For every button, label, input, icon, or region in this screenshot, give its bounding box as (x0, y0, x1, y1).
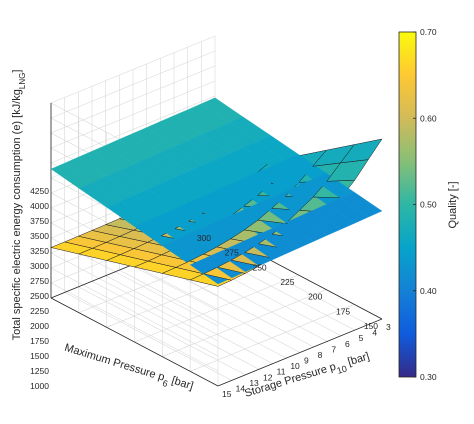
axis-line (50, 297, 219, 387)
y-tick-label: 5 (359, 333, 364, 343)
y-tick-label: 12 (263, 372, 273, 382)
z-tick-label: 3000 (30, 261, 49, 271)
y-tick-label: 13 (249, 378, 259, 388)
y-tick-label: 10 (290, 361, 300, 371)
axis-ticks: 1000125015001750200022502500275030003250… (30, 186, 391, 399)
z-tick-label: 1000 (30, 381, 49, 391)
z-tick-label: 4250 (30, 186, 49, 196)
y-tick-label: 7 (331, 344, 336, 354)
colorbar-tick-label: 0.30 (420, 372, 437, 382)
z-tick-label: 3250 (30, 246, 49, 256)
z-tick-label: 1250 (30, 366, 49, 376)
y-tick-label: 14 (236, 383, 246, 393)
colorbar-ticks: 0.30 0.40 0.50 0.60 0.70 (413, 27, 437, 382)
grid-line (132, 264, 301, 353)
z-axis-label: Total specific electric energy consumpti… (11, 70, 27, 341)
grid-line (64, 292, 232, 381)
surface-plot (50, 97, 383, 287)
z-tick-label: 1500 (30, 351, 49, 361)
grid-line (78, 286, 246, 376)
colorbar-tick-label: 0.60 (420, 113, 437, 123)
x-tick-label: 275 (225, 248, 239, 258)
x-tick-label: 250 (252, 262, 266, 272)
z-tick-label: 4000 (30, 201, 49, 211)
colorbar-label: Quality [-] (447, 181, 459, 228)
z-tick-label: 2000 (30, 321, 49, 331)
colorbar-tick-label: 0.50 (420, 200, 437, 210)
z-tick-label: 2750 (30, 276, 49, 286)
grid-line (119, 269, 287, 359)
x-axis-label: Maximum Pressure p6 [bar] (62, 342, 195, 396)
z-tick-label: 3750 (30, 216, 49, 226)
x-tick-label: 300 (197, 233, 211, 243)
y-tick-label: 11 (277, 367, 286, 377)
y-tick-label: 4 (372, 328, 377, 338)
colorbar-tick-label: 0.40 (420, 286, 437, 296)
x-tick-label: 150 (364, 321, 378, 331)
y-tick-label: 6 (345, 339, 350, 349)
grid-line (91, 280, 260, 370)
surface-a-cell (340, 191, 383, 218)
x-tick-label: 200 (308, 292, 322, 302)
y-tick-label: 9 (304, 356, 309, 366)
z-tick-label: 3500 (30, 231, 49, 241)
z-tick-label: 1750 (30, 336, 49, 346)
y-tick-label: 8 (318, 350, 323, 360)
grid-line (105, 275, 273, 364)
x-tick-label: 175 (336, 306, 350, 316)
axis-line (217, 318, 383, 387)
y-tick-label: 15 (222, 389, 232, 399)
z-tick-label: 2500 (30, 291, 49, 301)
z-tick-label: 2250 (30, 306, 49, 316)
surface-b-cell (339, 138, 383, 164)
y-tick-label: 3 (386, 322, 391, 332)
x-tick-label: 225 (280, 277, 294, 287)
colorbar-tick-label: 0.70 (420, 27, 437, 37)
